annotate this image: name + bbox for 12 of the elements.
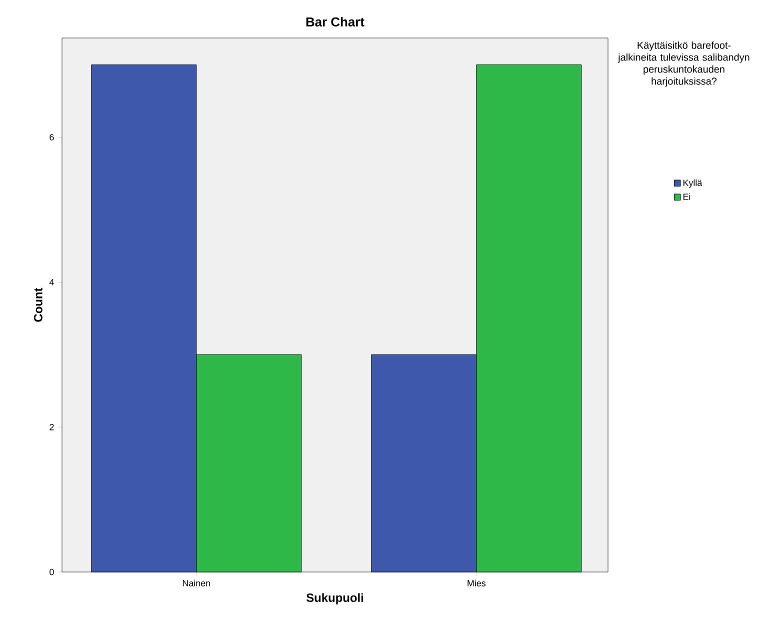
y-tick-label: 0 bbox=[50, 568, 54, 576]
legend-title: Käyttäisitkö barefoot-jalkineita tulevissa salibandyn peruskuntokauden harjoituksissa? bbox=[618, 42, 750, 87]
y-tick-label: 2 bbox=[50, 424, 54, 430]
y-tick-label: 6 bbox=[50, 134, 54, 140]
legend-label: Ei bbox=[683, 193, 690, 200]
x-tick-label: Mies bbox=[468, 580, 486, 586]
legend-label: Kyllä bbox=[683, 179, 702, 188]
x-axis-title: Sukupuoli bbox=[306, 593, 364, 604]
chart-title: Bar Chart bbox=[306, 16, 364, 26]
y-axis-title: Count bbox=[34, 288, 42, 322]
x-tick-label: Nainen bbox=[182, 580, 210, 586]
y-tick-label: 4 bbox=[49, 279, 54, 286]
